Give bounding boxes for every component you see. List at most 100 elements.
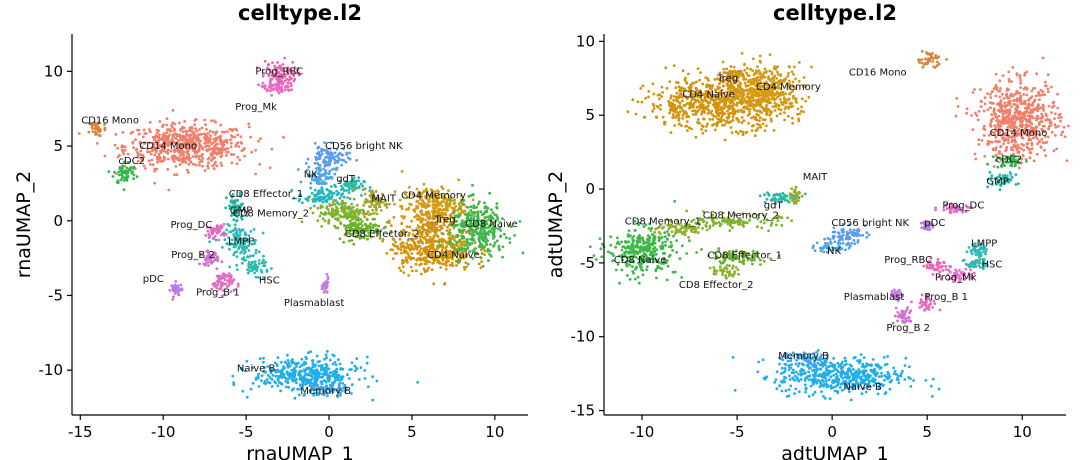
data-point — [268, 376, 272, 379]
data-point — [350, 202, 354, 206]
data-point — [466, 229, 470, 233]
data-point — [320, 366, 323, 370]
data-point — [412, 208, 416, 212]
data-point — [323, 182, 327, 186]
data-point — [313, 204, 316, 208]
cluster-label: Treg — [434, 214, 456, 225]
data-point — [136, 128, 140, 132]
data-point — [125, 178, 128, 181]
data-point — [799, 109, 803, 113]
data-point — [433, 234, 436, 237]
data-point — [341, 187, 345, 190]
data-point — [210, 230, 213, 234]
data-point — [159, 149, 163, 153]
data-point — [159, 157, 162, 160]
data-point — [450, 246, 454, 249]
data-point — [740, 52, 744, 55]
data-point — [192, 162, 195, 166]
data-point — [229, 274, 233, 277]
data-point — [804, 99, 808, 103]
data-point — [222, 222, 226, 226]
data-point — [137, 132, 141, 136]
data-point — [419, 202, 422, 206]
cluster-nk — [296, 165, 338, 190]
data-point — [377, 202, 380, 206]
data-point — [122, 179, 126, 182]
data-point — [241, 214, 244, 218]
data-point — [687, 72, 690, 76]
data-point — [705, 125, 708, 128]
data-point — [321, 200, 325, 204]
data-point — [313, 188, 317, 192]
data-point — [767, 75, 770, 78]
data-point — [802, 76, 806, 79]
data-point — [276, 368, 280, 372]
data-point — [322, 167, 325, 171]
data-point — [290, 377, 294, 381]
data-point — [316, 206, 320, 210]
data-point — [238, 244, 242, 248]
data-point — [325, 363, 329, 367]
data-point — [447, 202, 450, 206]
data-point — [419, 196, 423, 199]
data-point — [791, 116, 794, 120]
data-point — [743, 81, 747, 85]
data-point — [420, 212, 424, 216]
data-point — [114, 133, 118, 136]
data-point — [349, 223, 352, 226]
cluster-label: cDC2 — [118, 156, 145, 167]
data-point — [90, 124, 94, 127]
data-point — [178, 163, 182, 167]
data-point — [171, 134, 175, 138]
data-point — [286, 365, 290, 368]
data-point — [103, 126, 107, 130]
data-point — [356, 230, 360, 234]
data-point — [378, 236, 382, 240]
data-point — [390, 224, 393, 228]
data-point — [185, 168, 189, 172]
data-point — [146, 147, 149, 151]
data-point — [292, 74, 296, 77]
data-point — [222, 276, 226, 280]
cluster-label: NK — [304, 169, 318, 180]
cluster-cd8-effector-2 — [333, 212, 393, 246]
data-point — [776, 72, 780, 76]
data-point — [695, 80, 698, 84]
data-point — [304, 368, 307, 372]
data-point — [296, 168, 300, 171]
data-point — [425, 196, 428, 200]
data-point — [306, 157, 310, 161]
data-point — [226, 130, 229, 134]
data-point — [290, 374, 294, 378]
data-point — [346, 224, 350, 227]
data-point — [238, 230, 242, 234]
data-point — [393, 244, 397, 248]
data-point — [227, 272, 231, 275]
data-point — [179, 283, 183, 287]
data-point — [403, 233, 406, 236]
data-point — [722, 118, 726, 122]
data-point — [198, 262, 202, 266]
data-point — [712, 122, 716, 126]
data-point — [422, 267, 426, 271]
data-point — [285, 70, 289, 73]
cluster-gmp — [224, 191, 249, 223]
data-point — [414, 269, 418, 273]
data-point — [150, 158, 154, 162]
data-point — [345, 212, 349, 216]
data-point — [711, 84, 715, 87]
data-point — [661, 91, 664, 94]
data-point — [677, 85, 681, 89]
data-point — [432, 213, 436, 217]
cluster-label: MAIT — [371, 193, 396, 204]
data-point — [434, 239, 438, 243]
data-point — [738, 92, 742, 96]
data-point — [143, 141, 147, 145]
data-point — [318, 156, 322, 159]
data-point — [479, 266, 483, 269]
data-point — [669, 105, 672, 108]
data-point — [762, 71, 766, 74]
data-point — [237, 145, 241, 149]
data-point — [260, 374, 264, 378]
